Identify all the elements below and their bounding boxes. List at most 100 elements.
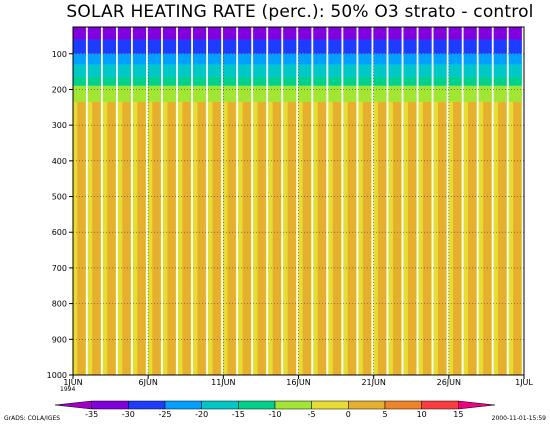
colorbar-swatch-4	[201, 400, 239, 410]
colorbar-label-7: 0	[346, 410, 351, 419]
y-tick-label-3: 400	[52, 157, 67, 166]
y-tick-label-2: 300	[52, 121, 67, 130]
night-gap-16	[326, 27, 329, 375]
y-tick-label-4: 500	[52, 193, 67, 202]
night-gap-22	[416, 27, 419, 375]
colorbar-label-10: 15	[453, 410, 463, 419]
x-axis: 1JUN 6JUN 11JUN 16JUN 21JUN 26JUN 1JUL	[63, 375, 533, 387]
y-tick-label-8: 900	[52, 335, 67, 344]
band-3	[73, 64, 524, 77]
day-stripe-1	[92, 101, 101, 375]
colorbar-swatch-8	[348, 400, 386, 410]
day-stripe-27	[483, 101, 492, 375]
footer-left: GrADS: COLA/IGES	[4, 415, 60, 422]
x-tick-label-0: 1JUN	[63, 378, 82, 387]
day-stripe-15	[302, 101, 311, 375]
colorbar-swatch-3	[164, 400, 202, 410]
night-gap-4	[146, 27, 148, 375]
night-gap-26	[476, 27, 479, 375]
day-stripe-20	[377, 101, 387, 375]
day-stripe-12	[257, 101, 266, 375]
colorbar-label-4: -15	[232, 410, 245, 419]
y-tick-label-5: 600	[52, 228, 67, 237]
chart-title: SOLAR HEATING RATE (perc.): 50% O3 strat…	[66, 2, 533, 22]
colorbar-label-0: -35	[85, 410, 98, 419]
night-gap-11	[251, 27, 254, 375]
day-stripe-4	[137, 101, 146, 375]
colorbar-swatch-11	[458, 400, 496, 410]
colorbar-label-5: -10	[268, 410, 281, 419]
day-stripe-17	[332, 101, 342, 375]
day-stripe-8	[197, 101, 206, 375]
night-gap-27	[491, 27, 494, 375]
y-tick-label-0: 100	[52, 50, 67, 59]
day-stripe-13	[272, 101, 281, 375]
day-stripe-24	[438, 101, 447, 375]
night-gap-28	[506, 27, 509, 375]
night-gap-23	[431, 27, 434, 375]
colorbar: -35 -30 -25 -20 -15 -10 -5 0 5 10 15	[54, 400, 496, 419]
night-gap-6	[176, 27, 178, 375]
y-tick-label-9: 1000	[47, 371, 67, 380]
night-gap-12	[266, 27, 269, 375]
night-gap-21	[401, 27, 404, 375]
day-stripe-16	[317, 101, 327, 375]
x-tick-label-4: 21JUN	[361, 378, 385, 387]
night-gap-19	[371, 27, 374, 375]
colorbar-swatch-5	[238, 400, 276, 410]
night-gap-2	[115, 27, 118, 375]
day-stripe-9	[212, 101, 221, 375]
night-gap-29	[521, 27, 524, 375]
night-gap-20	[386, 27, 389, 375]
day-stripe-7	[182, 101, 191, 375]
day-stripe-2	[107, 101, 116, 375]
x-tick-label-3: 16JUN	[286, 378, 310, 387]
night-gap-1	[100, 27, 103, 375]
day-stripe-10	[227, 101, 236, 375]
x-tick-label-2: 11JUN	[211, 378, 235, 387]
y-axis: 100 200 300 400 500 600 700 800 900 1000	[47, 50, 73, 380]
colorbar-swatch-2	[128, 400, 166, 410]
day-stripe-25	[453, 101, 462, 375]
day-stripe-26	[468, 101, 477, 375]
x-year-label: 1994	[60, 386, 75, 393]
colorbar-label-6: -5	[308, 410, 316, 419]
night-gap-24	[446, 27, 449, 375]
night-gap-8	[206, 27, 208, 375]
colorbar-label-3: -20	[195, 410, 208, 419]
colorbar-swatch-7	[311, 400, 349, 410]
day-stripe-21	[392, 101, 402, 375]
night-gap-15	[311, 27, 314, 375]
colorbar-label-8: 5	[382, 410, 387, 419]
day-stripe-5	[152, 101, 161, 375]
night-gap-18	[356, 27, 359, 375]
colorbar-label-1: -30	[122, 410, 135, 419]
footer-right: 2000-11-01-15:59	[492, 415, 547, 422]
day-stripe-11	[242, 101, 251, 375]
x-tick-label-6: 1JUL	[515, 378, 533, 387]
day-stripe-23	[422, 101, 432, 375]
day-stripe-29	[513, 101, 522, 375]
colorbar-swatch-1	[91, 400, 129, 410]
band-2	[73, 53, 524, 65]
y-tick-label-6: 700	[52, 264, 67, 273]
colorbar-label-9: 10	[417, 410, 427, 419]
day-stripe-22	[407, 101, 417, 375]
day-stripe-19	[362, 101, 372, 375]
night-gap-7	[191, 27, 193, 375]
day-stripe-0	[77, 101, 86, 375]
night-gap-3	[131, 27, 133, 375]
day-stripe-6	[167, 101, 176, 375]
x-tick-label-5: 26JUN	[437, 378, 461, 387]
day-stripe-18	[347, 101, 357, 375]
day-stripe-3	[122, 101, 131, 375]
band-1	[73, 39, 524, 54]
colorbar-swatch-6	[274, 400, 312, 410]
colorbar-swatch-9	[384, 400, 422, 410]
night-gap-5	[161, 27, 163, 375]
y-tick-label-1: 200	[52, 85, 67, 94]
night-gap-0	[85, 27, 88, 375]
night-gap-10	[236, 27, 239, 375]
y-tick-label-7: 800	[52, 300, 67, 309]
